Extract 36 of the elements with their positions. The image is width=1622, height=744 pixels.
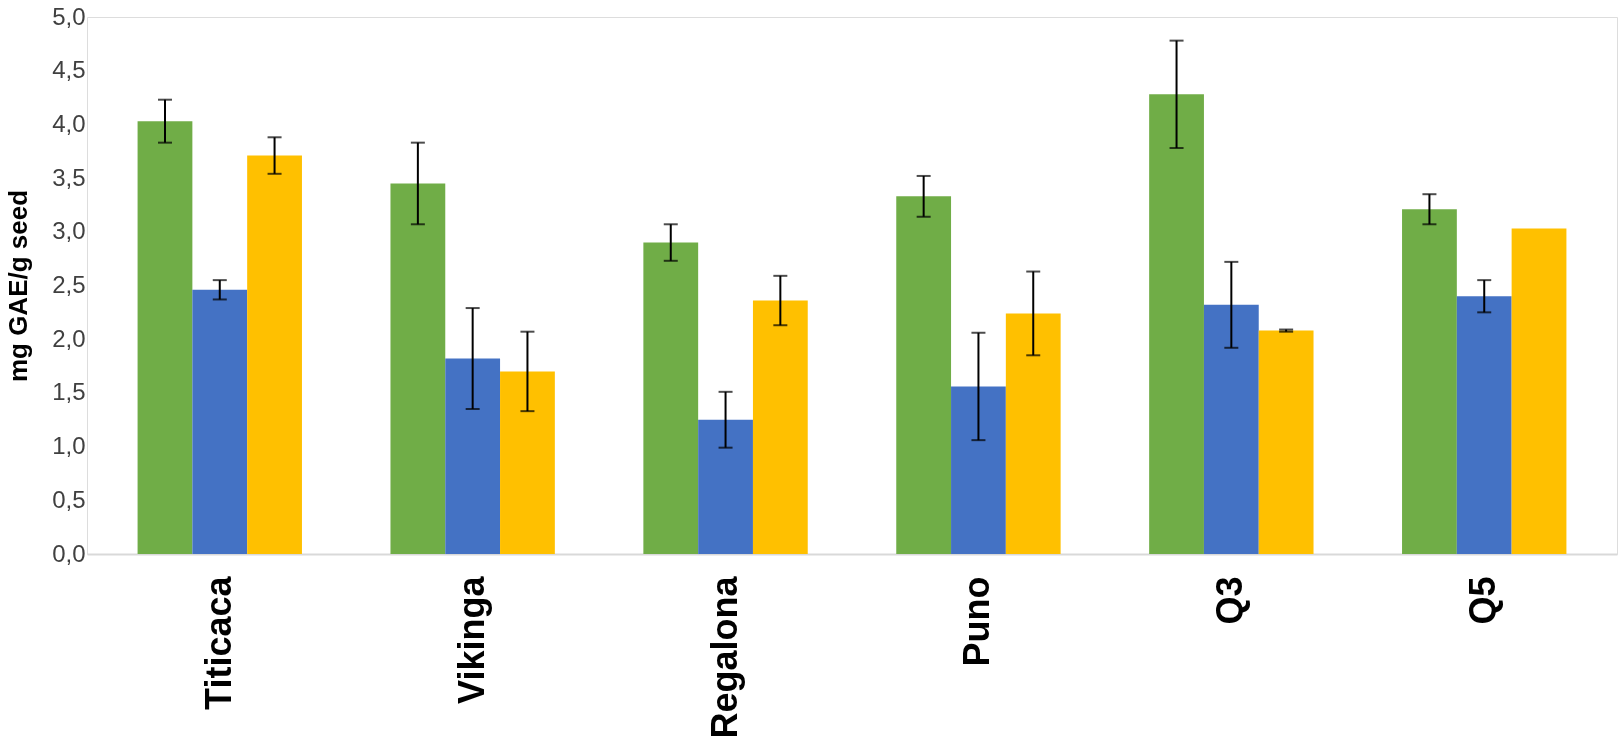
y-tick-label: 1,0 <box>52 432 86 460</box>
bar <box>1258 330 1314 554</box>
y-tick-label: 1,5 <box>52 378 86 406</box>
y-tick-label: 0,0 <box>52 539 86 567</box>
bar <box>137 121 193 554</box>
x-tick-label: Titicaca <box>197 575 239 710</box>
bar <box>1203 304 1259 554</box>
x-tick-label: Puno <box>956 576 998 667</box>
bar <box>951 386 1006 554</box>
y-tick-label: 2,0 <box>52 324 86 352</box>
bar <box>445 358 501 554</box>
bar <box>247 155 302 554</box>
bar <box>1005 313 1061 554</box>
y-tick-label: 3,0 <box>52 217 86 245</box>
bar <box>896 196 952 554</box>
bar <box>500 371 555 554</box>
bar <box>1149 94 1204 554</box>
y-tick-label: 4,5 <box>52 56 86 84</box>
bar <box>643 242 699 554</box>
bar <box>752 300 808 554</box>
bar <box>1402 209 1457 554</box>
x-tick-label: Q5 <box>1462 576 1504 625</box>
x-tick-label: Regalona <box>703 575 745 739</box>
x-tick-label: Vikinga <box>450 575 492 704</box>
y-tick-label: 4,0 <box>52 109 86 137</box>
bar <box>192 289 248 554</box>
y-tick-label: 2,5 <box>52 271 86 298</box>
y-tick-label: 0,5 <box>52 485 86 513</box>
y-tick-label: 3,5 <box>52 163 86 191</box>
y-tick-label: 5,0 <box>52 2 86 30</box>
bar <box>1456 296 1512 554</box>
x-tick-label: Q3 <box>1209 576 1251 625</box>
bar <box>390 183 446 554</box>
bar <box>1511 228 1567 554</box>
bar <box>698 419 753 554</box>
y-axis-title: mg GAE/g seed <box>3 189 34 383</box>
